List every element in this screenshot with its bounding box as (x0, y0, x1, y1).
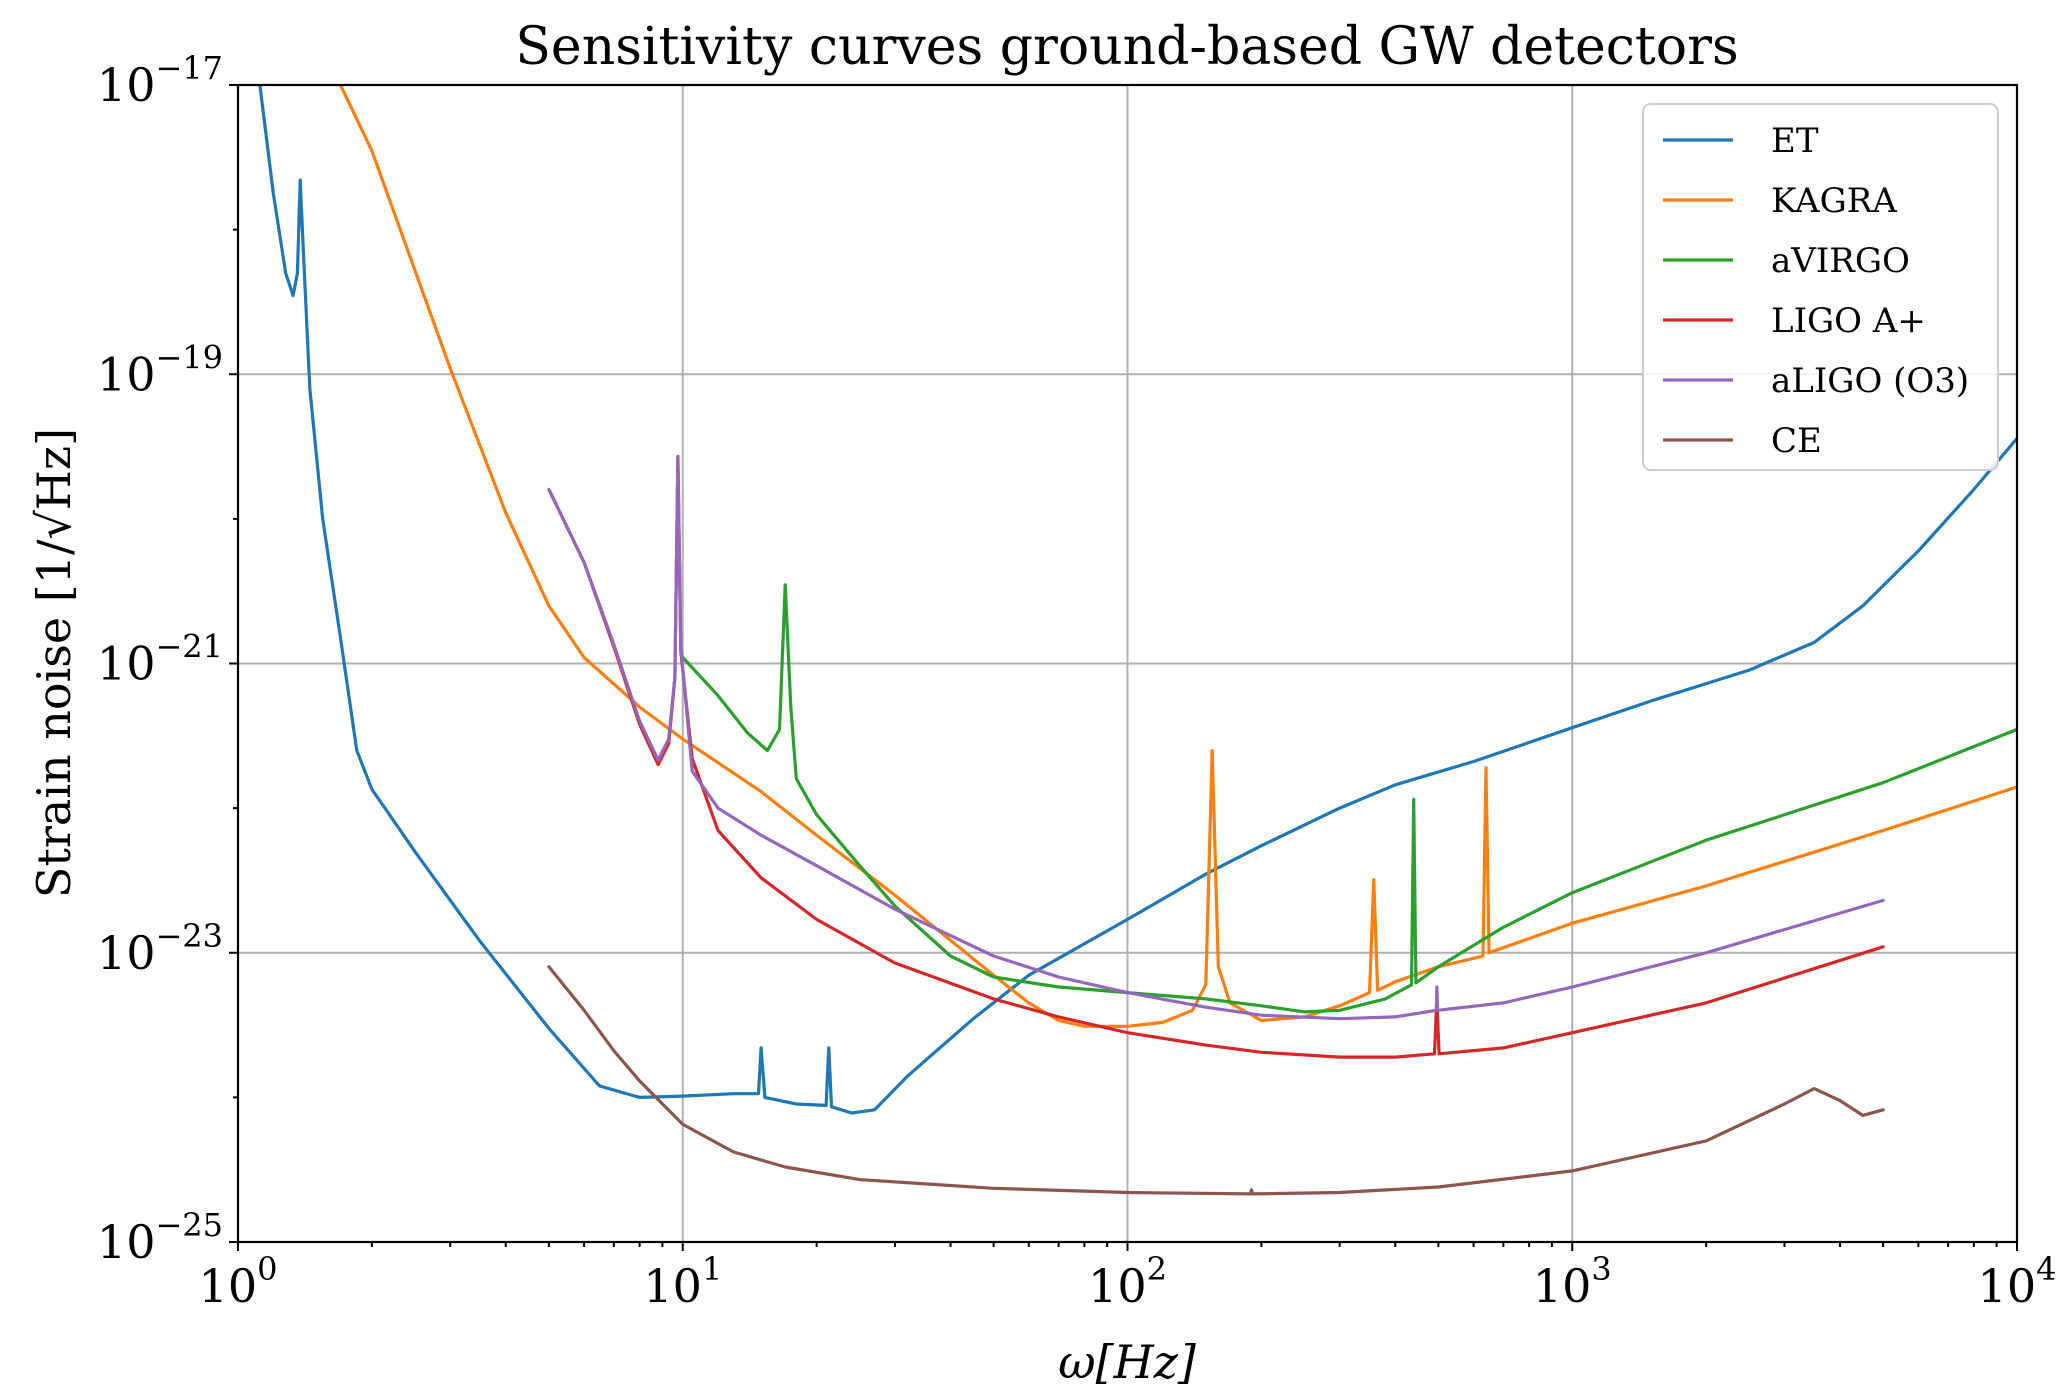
y-tick-base: 10 (97, 926, 156, 980)
x-tick-base: 10 (199, 1259, 258, 1313)
series-layer (258, 85, 2017, 1196)
chart-title: Sensitivity curves ground-based GW detec… (515, 17, 1738, 77)
legend: ET KAGRA aVIRGO LIGO A+ aLIGO (O3) CE (1642, 103, 1999, 471)
x-tick-base: 10 (1978, 1259, 2037, 1313)
x-tick-label: 100 (199, 1250, 278, 1313)
x-tick-base: 10 (643, 1259, 702, 1313)
series-line-et (258, 85, 2017, 1115)
y-tick-label: 10−19 (97, 338, 223, 401)
y-tick-base: 10 (97, 637, 156, 691)
y-tick-exponent: −23 (155, 917, 223, 955)
legend-label-ce: CE (1771, 421, 1822, 461)
series-line-ce (547, 965, 1885, 1196)
x-tick-base: 10 (1533, 1259, 1592, 1313)
y-tick-label: 10−17 (97, 49, 223, 112)
y-tick-label: 10−21 (97, 628, 223, 691)
y-tick-base: 10 (97, 1215, 156, 1269)
x-tick-labels: 100 101 102 103 104 (199, 1250, 2057, 1313)
y-tick-exponent: −19 (155, 338, 223, 376)
legend-label-ligo-a: LIGO A+ (1771, 301, 1926, 341)
y-tick-exponent: −25 (155, 1206, 223, 1244)
series-line-avirgo (681, 583, 2017, 1014)
x-tick-exponent: 1 (702, 1250, 722, 1288)
y-tick-base: 10 (97, 347, 156, 401)
x-axis-label: ω[Hz] (1058, 1335, 1196, 1389)
legend-label-et: ET (1771, 121, 1819, 161)
x-tick-exponent: 0 (257, 1250, 277, 1288)
x-tick-exponent: 2 (1147, 1250, 1167, 1288)
legend-label-kagra: KAGRA (1771, 181, 1897, 221)
x-tick-exponent: 3 (1591, 1250, 1611, 1288)
x-tick-exponent: 4 (2036, 1250, 2056, 1288)
x-tick-label: 101 (643, 1250, 722, 1313)
series-line-ligo-a (547, 454, 1885, 1059)
y-tick-base: 10 (97, 58, 156, 112)
y-tick-label: 10−23 (97, 917, 223, 980)
x-tick-label: 102 (1088, 1250, 1167, 1313)
y-tick-exponent: −21 (155, 628, 223, 666)
x-tick-base: 10 (1088, 1259, 1147, 1313)
x-tick-label: 103 (1533, 1250, 1612, 1313)
legend-label-avirgo: aVIRGO (1771, 241, 1910, 281)
y-tick-label: 10−25 (97, 1206, 223, 1269)
y-axis-label: Strain noise [1/√Hz] (27, 428, 81, 898)
legend-box (1642, 103, 1999, 471)
axis-ticks (229, 84, 2018, 1251)
x-tick-label: 104 (1978, 1250, 2057, 1313)
y-tick-exponent: −17 (155, 49, 223, 87)
series-line-aligo-o3 (547, 454, 1885, 1021)
legend-label-aligo-o3: aLIGO (O3) (1771, 361, 1969, 401)
series-line-kagra (338, 85, 2017, 1028)
